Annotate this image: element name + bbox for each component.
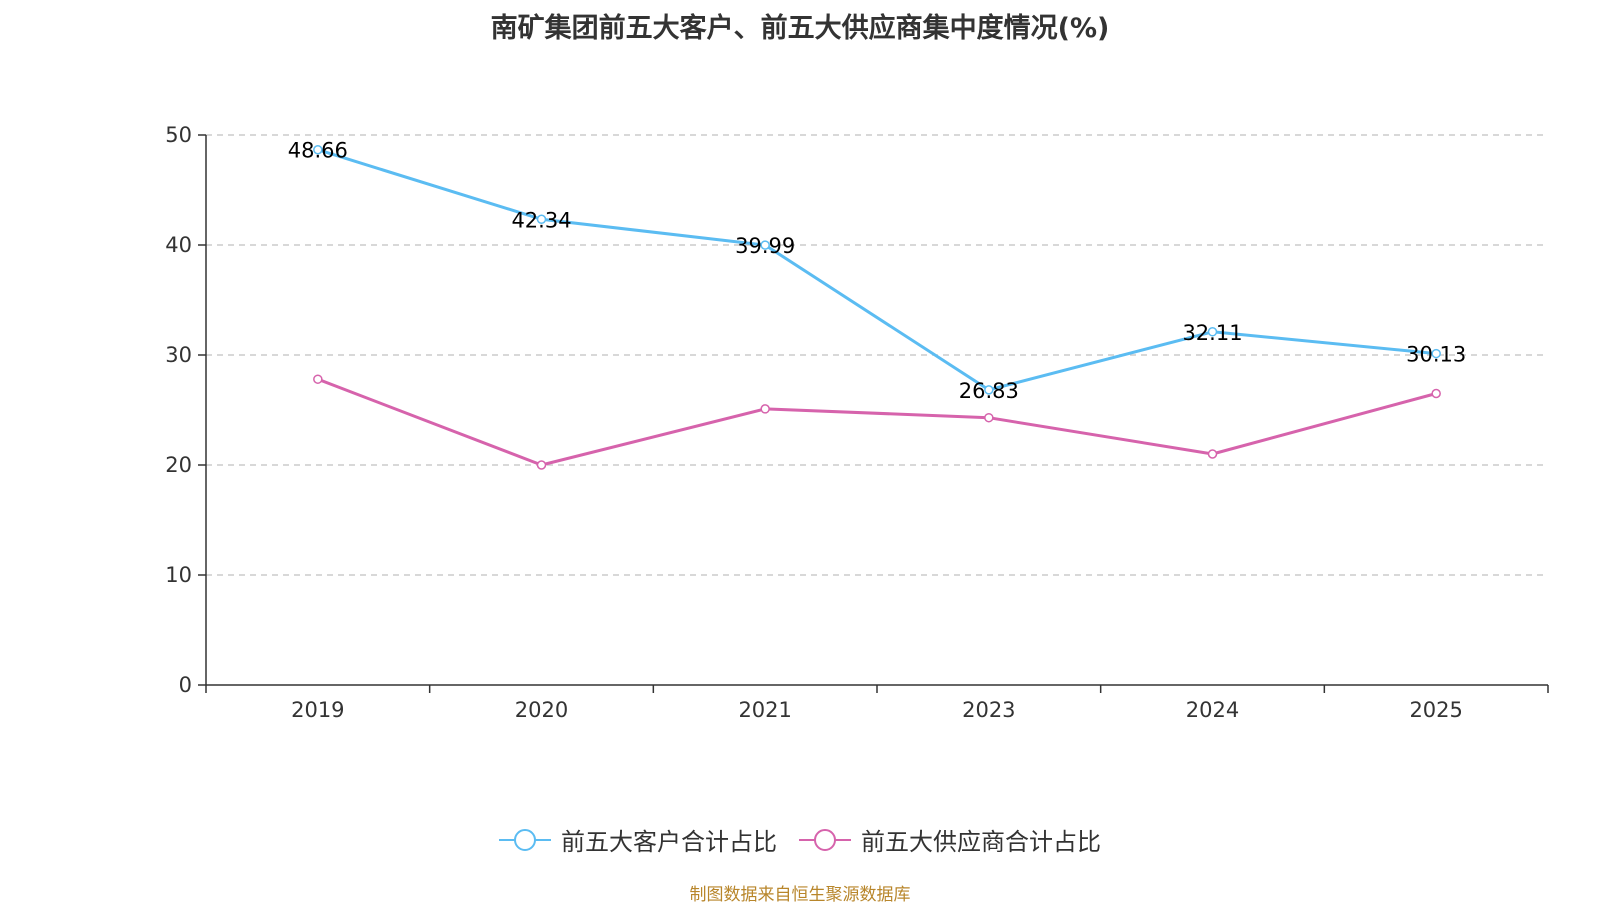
point-0-2021 bbox=[760, 240, 770, 250]
data-label-0-2023: 26.83 bbox=[959, 379, 1019, 403]
x-tick-label-2019: 2019 bbox=[291, 698, 344, 722]
legend-item-suppliers[interactable]: 前五大供应商合计占比 bbox=[799, 822, 1101, 857]
x-tick-label-2020: 2020 bbox=[515, 698, 568, 722]
data-label-0-2021: 39.99 bbox=[735, 234, 795, 258]
point-1-2024 bbox=[1207, 449, 1218, 459]
legend-marker-suppliers bbox=[799, 828, 851, 851]
point-0-2019 bbox=[313, 144, 323, 155]
legend-marker-customers bbox=[499, 828, 551, 851]
y-tick-label-30: 30 bbox=[165, 343, 192, 367]
point-0-2020 bbox=[536, 214, 547, 225]
y-tick-label-20: 20 bbox=[165, 453, 192, 477]
y-tick-label-10: 10 bbox=[165, 563, 192, 587]
x-tick-label-2021: 2021 bbox=[738, 698, 791, 722]
grid-lines bbox=[206, 134, 1548, 576]
source-note: 制图数据来自恒生聚源数据库 bbox=[689, 885, 911, 905]
series-line-1 bbox=[317, 377, 1437, 467]
point-1-2019 bbox=[313, 374, 323, 384]
axes: 0 10 20 30 40 50 2019 2020 2021 2023 2024 2025 bbox=[165, 123, 1549, 722]
chart-title: 南矿集团前五大客户、前五大供应商集中度情况(%) bbox=[490, 13, 1110, 44]
point-0-2025 bbox=[1431, 348, 1441, 359]
legend: 前五大客户合计占比 前五大供应商合计占比 bbox=[0, 822, 1600, 857]
data-label-0-2020: 42.34 bbox=[511, 208, 571, 232]
legend-item-customers[interactable]: 前五大客户合计占比 bbox=[499, 822, 777, 857]
point-1-2020 bbox=[536, 460, 547, 470]
data-label-0-2025: 30.13 bbox=[1406, 343, 1466, 367]
series-line-0 bbox=[317, 148, 1437, 392]
data-labels: 48.66 42.34 39.99 26.83 32.11 30.13 bbox=[288, 139, 1466, 403]
series-group bbox=[313, 144, 1441, 470]
legend-label-suppliers: 前五大供应商合计占比 bbox=[861, 828, 1101, 856]
point-1-2021 bbox=[760, 404, 770, 414]
legend-label-customers: 前五大客户合计占比 bbox=[561, 828, 777, 856]
data-label-0-2024: 32.11 bbox=[1182, 321, 1242, 345]
y-tick-label-50: 50 bbox=[165, 123, 192, 147]
y-tick-label-40: 40 bbox=[165, 233, 192, 257]
x-tick-label-2023: 2023 bbox=[962, 698, 1015, 722]
point-0-2023 bbox=[984, 385, 994, 395]
point-0-2024 bbox=[1207, 327, 1218, 337]
point-1-2025 bbox=[1431, 388, 1441, 399]
line-chart: 0 10 20 30 40 50 2019 2020 2021 2023 2024 2025 48.6… bbox=[165, 123, 1549, 722]
data-label-0-2019: 48.66 bbox=[288, 139, 348, 163]
x-tick-label-2025: 2025 bbox=[1409, 698, 1462, 722]
x-tick-label-2024: 2024 bbox=[1186, 698, 1239, 722]
y-tick-label-0: 0 bbox=[179, 673, 192, 697]
point-1-2023 bbox=[984, 412, 994, 423]
